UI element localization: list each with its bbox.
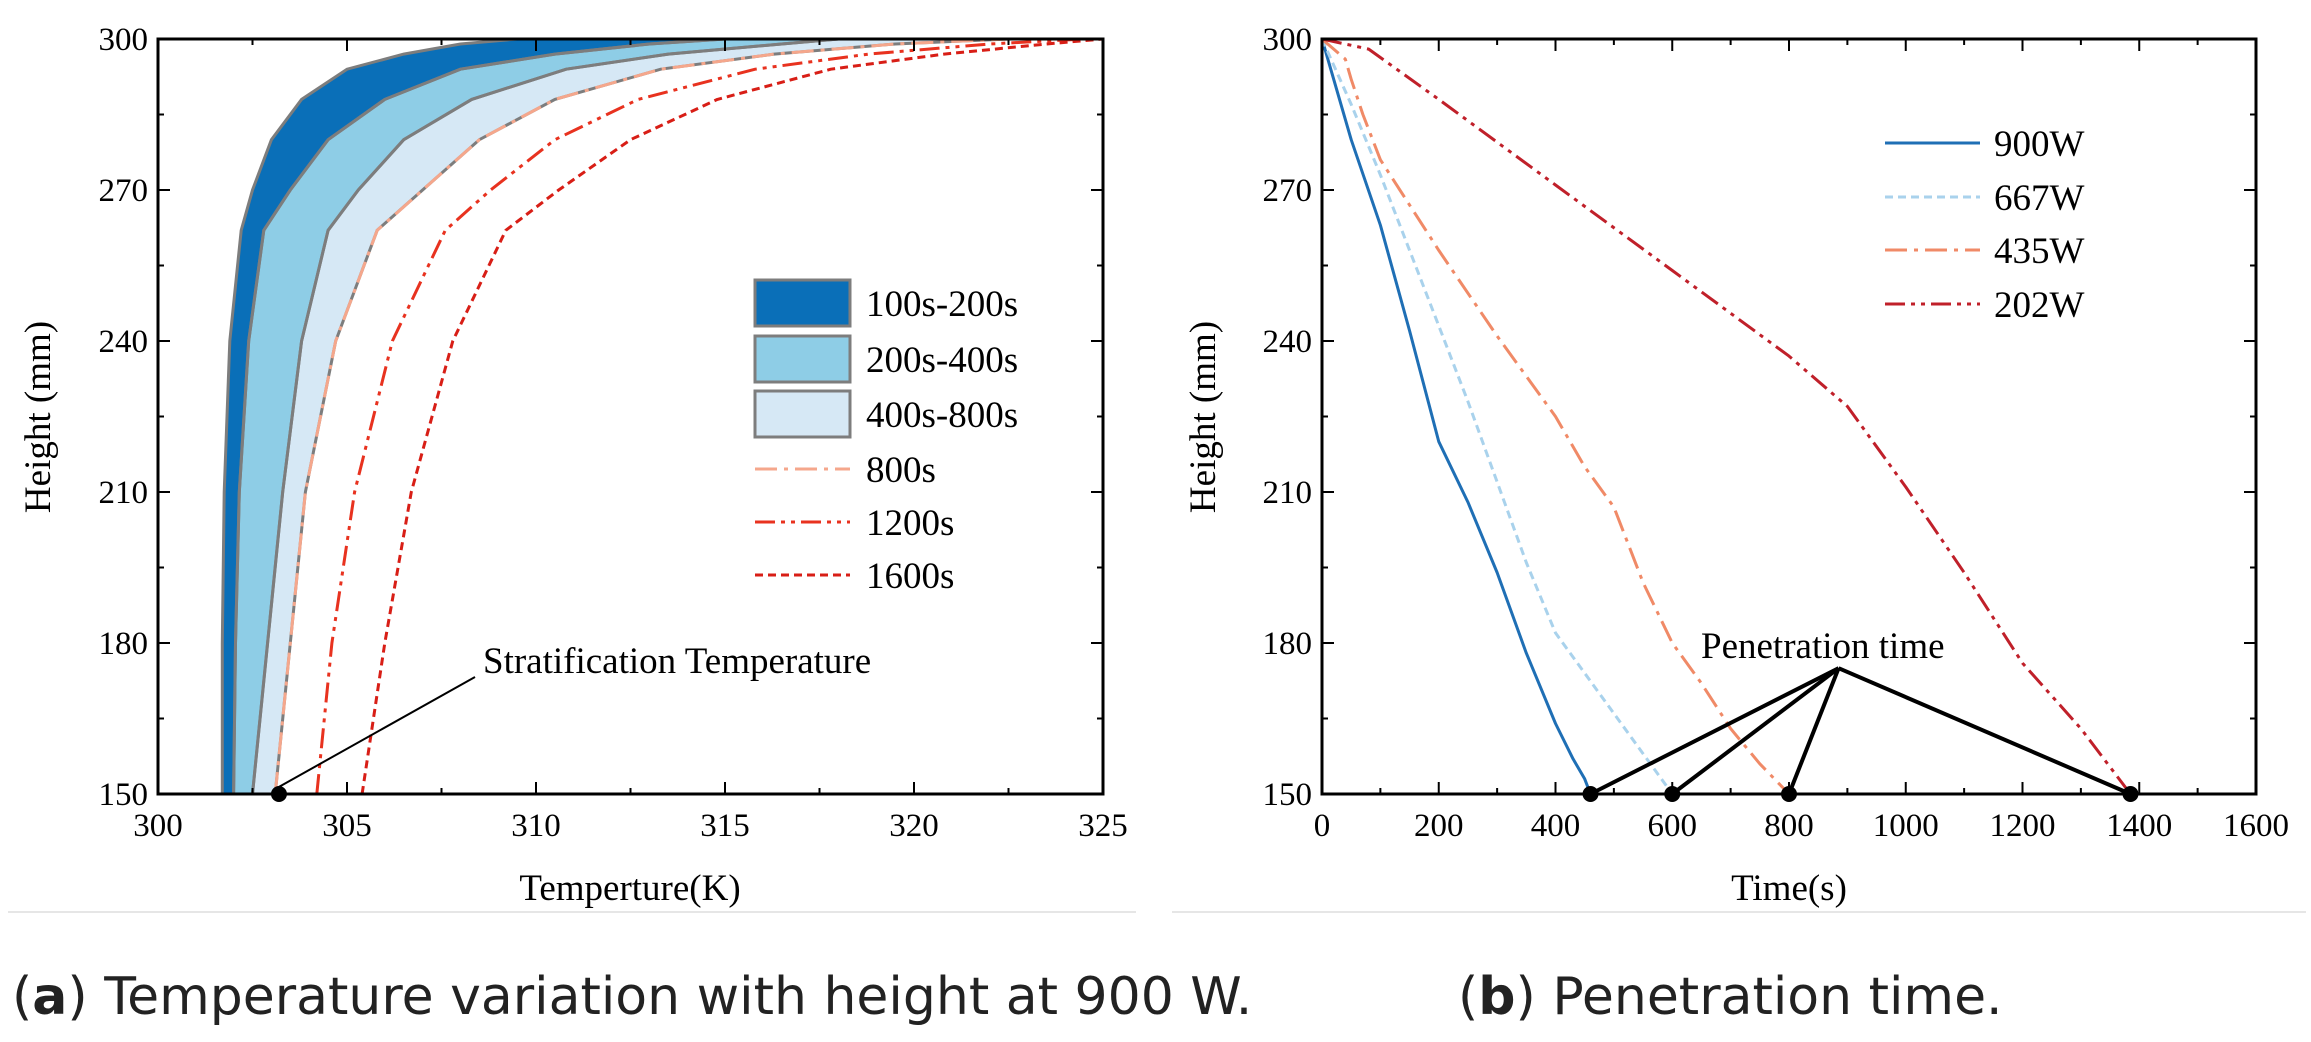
stratification-temperature-point [270, 786, 287, 802]
y-tick-label-270: 270 [99, 173, 149, 209]
series-line-202w [1322, 39, 2132, 794]
penetration-pointer-line-800 [1787, 667, 1841, 795]
legend-label-100s-200s: 100s-200s [866, 284, 1018, 325]
y-tick-label-270: 270 [1263, 173, 1313, 209]
caption-b: (b) Penetration time. [1458, 967, 2003, 1027]
penetration-time-label: Penetration time [1701, 626, 1945, 667]
x-tick-label-315: 315 [700, 808, 750, 844]
x-tick-label-0: 0 [1314, 808, 1331, 844]
y-tick-label-210: 210 [99, 475, 149, 511]
y-tick-label-300: 300 [1263, 22, 1313, 58]
x-tick-label-305: 305 [322, 808, 372, 844]
legend-label-1200s: 1200s [866, 503, 954, 544]
y-tick-label-150: 150 [1263, 777, 1313, 813]
penetration-pointer-line-460 [1589, 666, 1840, 796]
y-tick-label-180: 180 [1263, 626, 1313, 662]
y-tick-label-300: 300 [99, 22, 149, 58]
penetration-pointer-line-1385 [1837, 666, 2132, 796]
band-edge-400s-800s-lower [251, 39, 839, 794]
x-tick-label-800: 800 [1764, 808, 1814, 844]
legend-label-400s-800s: 400s-800s [866, 395, 1018, 436]
caption-a-text: (a) Temperature variation with height at… [12, 967, 1252, 1027]
series-line-667w [1322, 39, 1674, 794]
panel-a-ticks: 300 305 310 315 320 325 150 180 210 240 270 300 [99, 22, 1128, 844]
x-tick-label-200: 200 [1414, 808, 1464, 844]
legend-label-900w: 900W [1994, 124, 2085, 165]
caption-a-body: Temperature variation with height at 900… [103, 967, 1252, 1027]
panel-b: 0 200 400 600 800 1000 1200 1400 1600 150 180 210 24… [1172, 0, 2306, 913]
legend-label-800s: 800s [866, 450, 936, 491]
legend-label-435w: 435W [1994, 231, 2085, 272]
caption-a-letter: a [32, 967, 67, 1027]
panel-a: 300 305 310 315 320 325 150 180 210 240 270 300 Tem… [8, 0, 1136, 913]
x-tick-label-1600: 1600 [2223, 808, 2289, 844]
y-tick-label-240: 240 [1263, 324, 1313, 360]
series-line-435w [1322, 39, 1791, 794]
panel-a-plot-area [220, 39, 1103, 794]
x-tick-label-300: 300 [133, 808, 183, 844]
legend-label-202w: 202W [1994, 285, 2085, 326]
band-edge-100s-200s-lower [220, 39, 518, 794]
caption-b-text: (b) Penetration time. [1458, 967, 2003, 1027]
caption-b-letter: b [1478, 967, 1515, 1027]
legend-label-200s-400s: 200s-400s [866, 340, 1018, 381]
panel-b-y-label: Height (mm) [1183, 321, 1224, 513]
panel-b-plot-area [1322, 39, 2132, 794]
panel-b-legend: 900W 667W 435W 202W [1885, 124, 2085, 326]
penetration-time-pointer-lines [1589, 666, 2132, 796]
y-tick-label-150: 150 [99, 777, 149, 813]
stratification-leader-line [276, 676, 476, 789]
x-tick-label-1000: 1000 [1873, 808, 1939, 844]
caption-a: (a) Temperature variation with height at… [12, 967, 1252, 1027]
x-tick-label-320: 320 [889, 808, 939, 844]
panel-b-ticks: 0 200 400 600 800 1000 1200 1400 1600 150 180 210 24… [1263, 22, 2290, 844]
series-line-1200s [315, 39, 1085, 794]
x-tick-label-310: 310 [511, 808, 561, 844]
panel-a-legend: 100s-200s 200s-400s 400s-800s 800s 1200s… [753, 278, 1018, 597]
legend-label-1600s: 1600s [866, 556, 954, 597]
x-tick-label-1400: 1400 [2106, 808, 2172, 844]
legend-swatch-200s-400s [753, 334, 852, 384]
panel-b-background [1172, 0, 2306, 912]
panel-a-y-label: Height (mm) [18, 321, 59, 513]
legend-swatch-100s-200s [753, 278, 852, 328]
penetration-pointer-line-600 [1671, 666, 1840, 796]
caption-b-body: Penetration time. [1552, 967, 2002, 1027]
panel-a-background [8, 0, 1136, 912]
series-line-1600s [360, 39, 1103, 794]
y-tick-label-180: 180 [99, 626, 149, 662]
y-tick-label-240: 240 [99, 324, 149, 360]
x-tick-label-325: 325 [1078, 808, 1128, 844]
y-tick-label-210: 210 [1263, 475, 1313, 511]
x-tick-label-400: 400 [1531, 808, 1581, 844]
legend-label-667w: 667W [1994, 178, 2085, 219]
x-tick-label-600: 600 [1648, 808, 1698, 844]
panel-b-x-label: Time(s) [1731, 868, 1847, 909]
series-line-800s [273, 39, 1009, 794]
x-tick-label-1200: 1200 [1990, 808, 2056, 844]
legend-swatch-400s-800s [753, 389, 852, 439]
panel-a-x-label: Temperture(K) [519, 868, 740, 909]
stratification-temperature-label: Stratification Temperature [483, 641, 871, 682]
band-edge-200s-400s-lower [232, 39, 726, 794]
series-line-900w [1322, 39, 1592, 794]
